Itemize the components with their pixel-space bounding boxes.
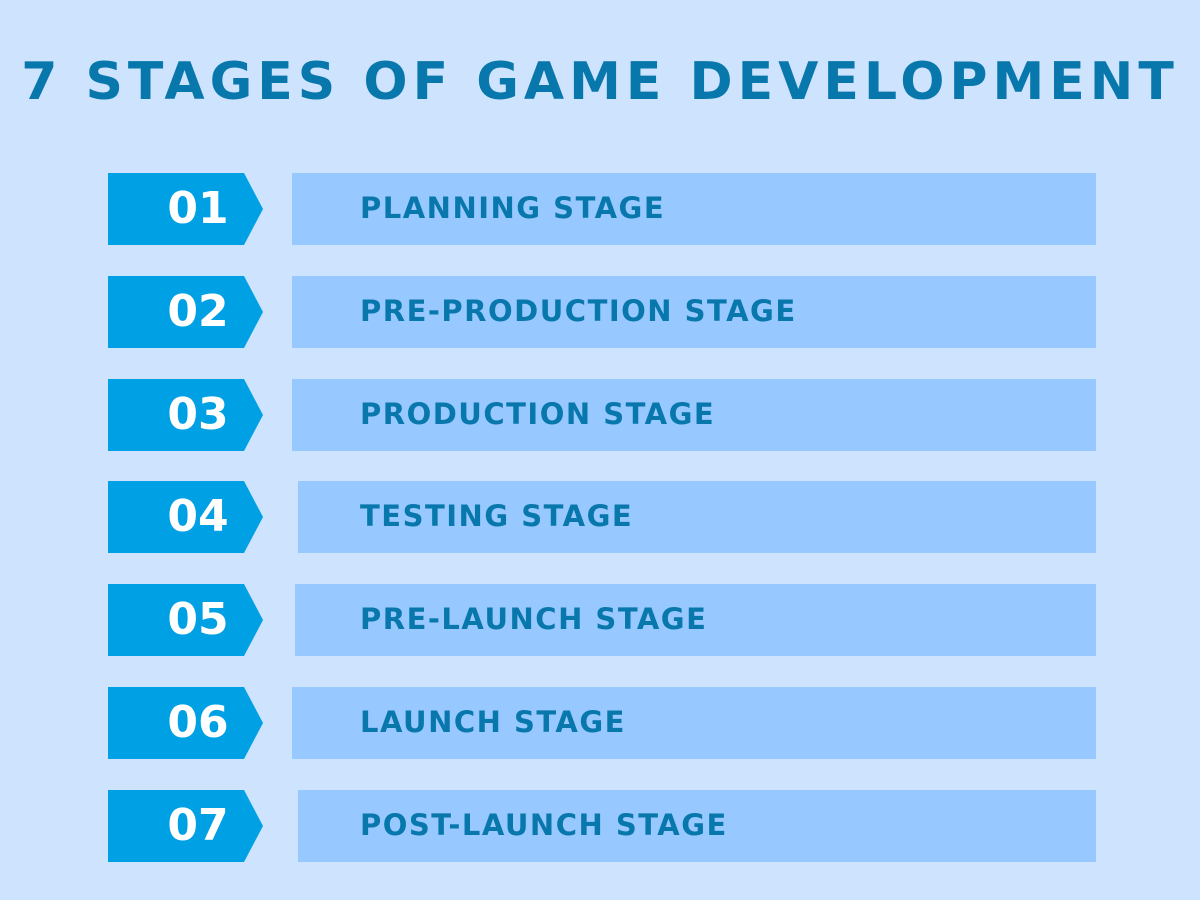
stage-label: POST-LAUNCH STAGE	[360, 808, 728, 842]
stage-label-box	[292, 276, 1096, 348]
stage-label: LAUNCH STAGE	[360, 705, 626, 739]
stage-number-badge: 07	[108, 790, 263, 862]
stage-number-badge: 04	[108, 481, 263, 553]
stage-label-box	[292, 687, 1096, 759]
stage-number: 06	[167, 697, 229, 748]
stage-row-04: 04 TESTING STAGE	[0, 481, 1200, 553]
stage-number: 01	[167, 183, 229, 234]
stage-number-badge: 01	[108, 173, 263, 245]
stage-label-box	[295, 584, 1096, 656]
page-title: 7 STAGES OF GAME DEVELOPMENT	[21, 52, 1179, 112]
stage-row-07: 07 POST-LAUNCH STAGE	[0, 790, 1200, 862]
stage-label: PRE-LAUNCH STAGE	[360, 602, 708, 636]
stage-label: PRODUCTION STAGE	[360, 397, 716, 431]
stage-row-01: 01 PLANNING STAGE	[0, 173, 1200, 245]
stage-number: 04	[167, 491, 229, 542]
stage-label: PRE-PRODUCTION STAGE	[360, 294, 797, 328]
stage-row-03: 03 PRODUCTION STAGE	[0, 379, 1200, 451]
stage-number: 02	[167, 286, 229, 337]
stage-number: 03	[167, 389, 229, 440]
stage-number-badge: 03	[108, 379, 263, 451]
stage-number-badge: 05	[108, 584, 263, 656]
stage-row-05: 05 PRE-LAUNCH STAGE	[0, 584, 1200, 656]
stage-number-badge: 02	[108, 276, 263, 348]
stage-row-06: 06 LAUNCH STAGE	[0, 687, 1200, 759]
stage-label: TESTING STAGE	[360, 499, 634, 533]
stage-label-box	[292, 379, 1096, 451]
stage-label-box	[298, 790, 1096, 862]
stage-number-badge: 06	[108, 687, 263, 759]
stage-label-box	[292, 173, 1096, 245]
stage-label-box	[298, 481, 1096, 553]
stage-label: PLANNING STAGE	[360, 191, 666, 225]
stage-number: 05	[167, 594, 229, 645]
stage-row-02: 02 PRE-PRODUCTION STAGE	[0, 276, 1200, 348]
stage-number: 07	[167, 800, 229, 851]
